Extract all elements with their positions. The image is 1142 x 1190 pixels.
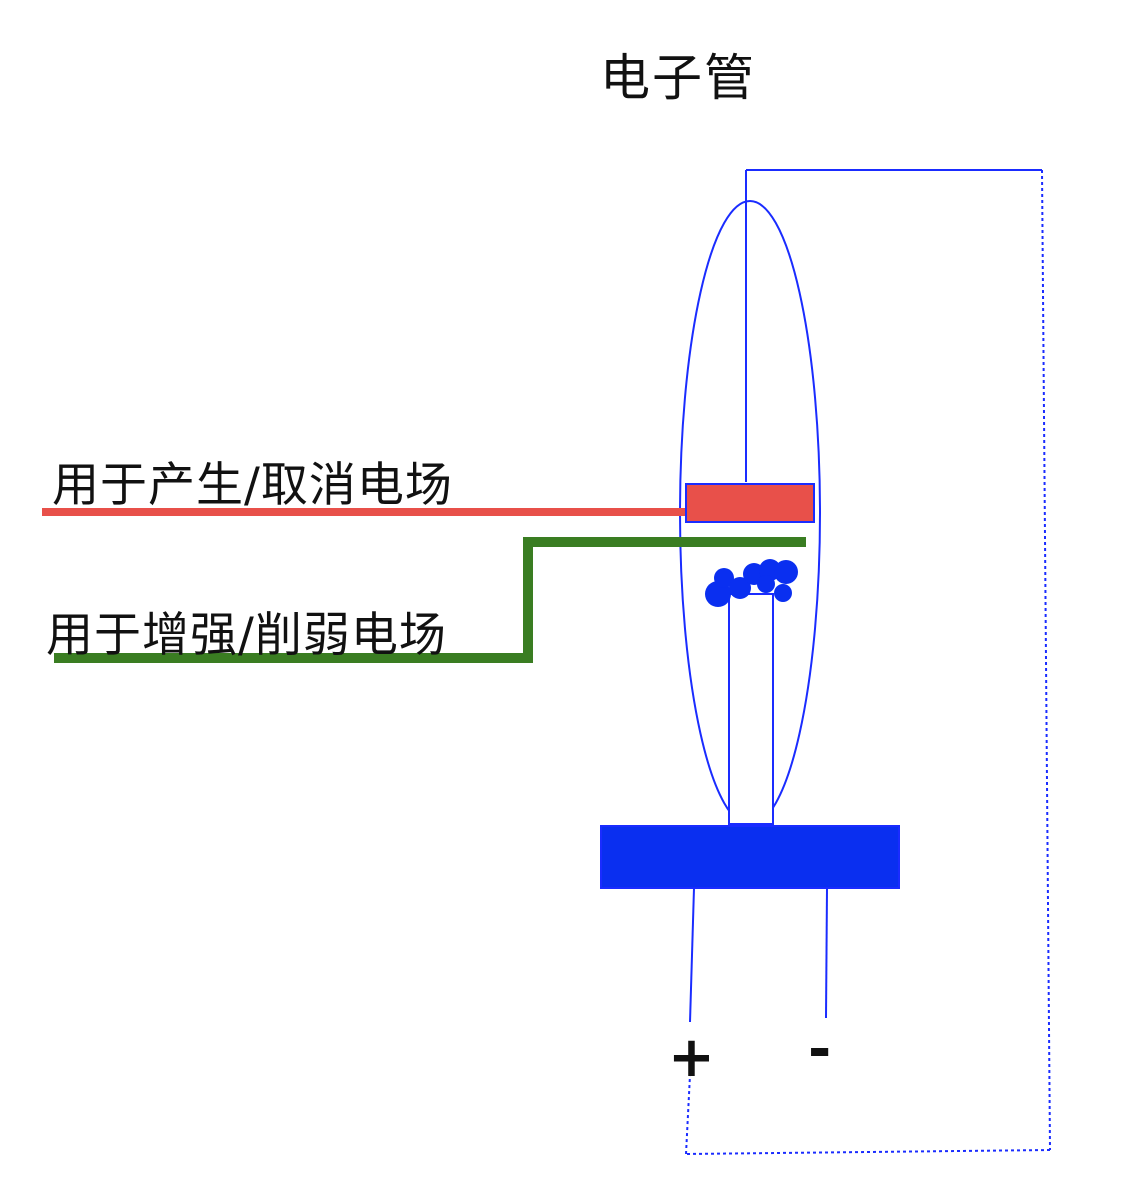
red-electrode (685, 483, 815, 523)
electron (757, 575, 775, 593)
diagram-title: 电子管 (600, 49, 756, 107)
electron (729, 577, 751, 599)
positive-terminal-label: + (668, 1025, 715, 1090)
positive-pin (689, 887, 695, 1023)
cathode-column (728, 593, 774, 825)
return-wire-left (685, 1074, 691, 1155)
electron (774, 584, 792, 602)
tube-base (600, 825, 900, 889)
green-lead (54, 537, 806, 663)
return-wire-right (1041, 169, 1051, 1151)
label-generate-cancel-field: 用于产生/取消电场 (52, 458, 453, 513)
negative-pin (825, 887, 828, 1019)
electron (774, 560, 798, 584)
electron-cloud (705, 559, 798, 607)
electron (714, 568, 734, 588)
label-enhance-weaken-field: 用于增强/削弱电场 (46, 608, 447, 663)
negative-terminal-label: - (808, 1017, 832, 1082)
return-wire-bottom (685, 1149, 1051, 1155)
